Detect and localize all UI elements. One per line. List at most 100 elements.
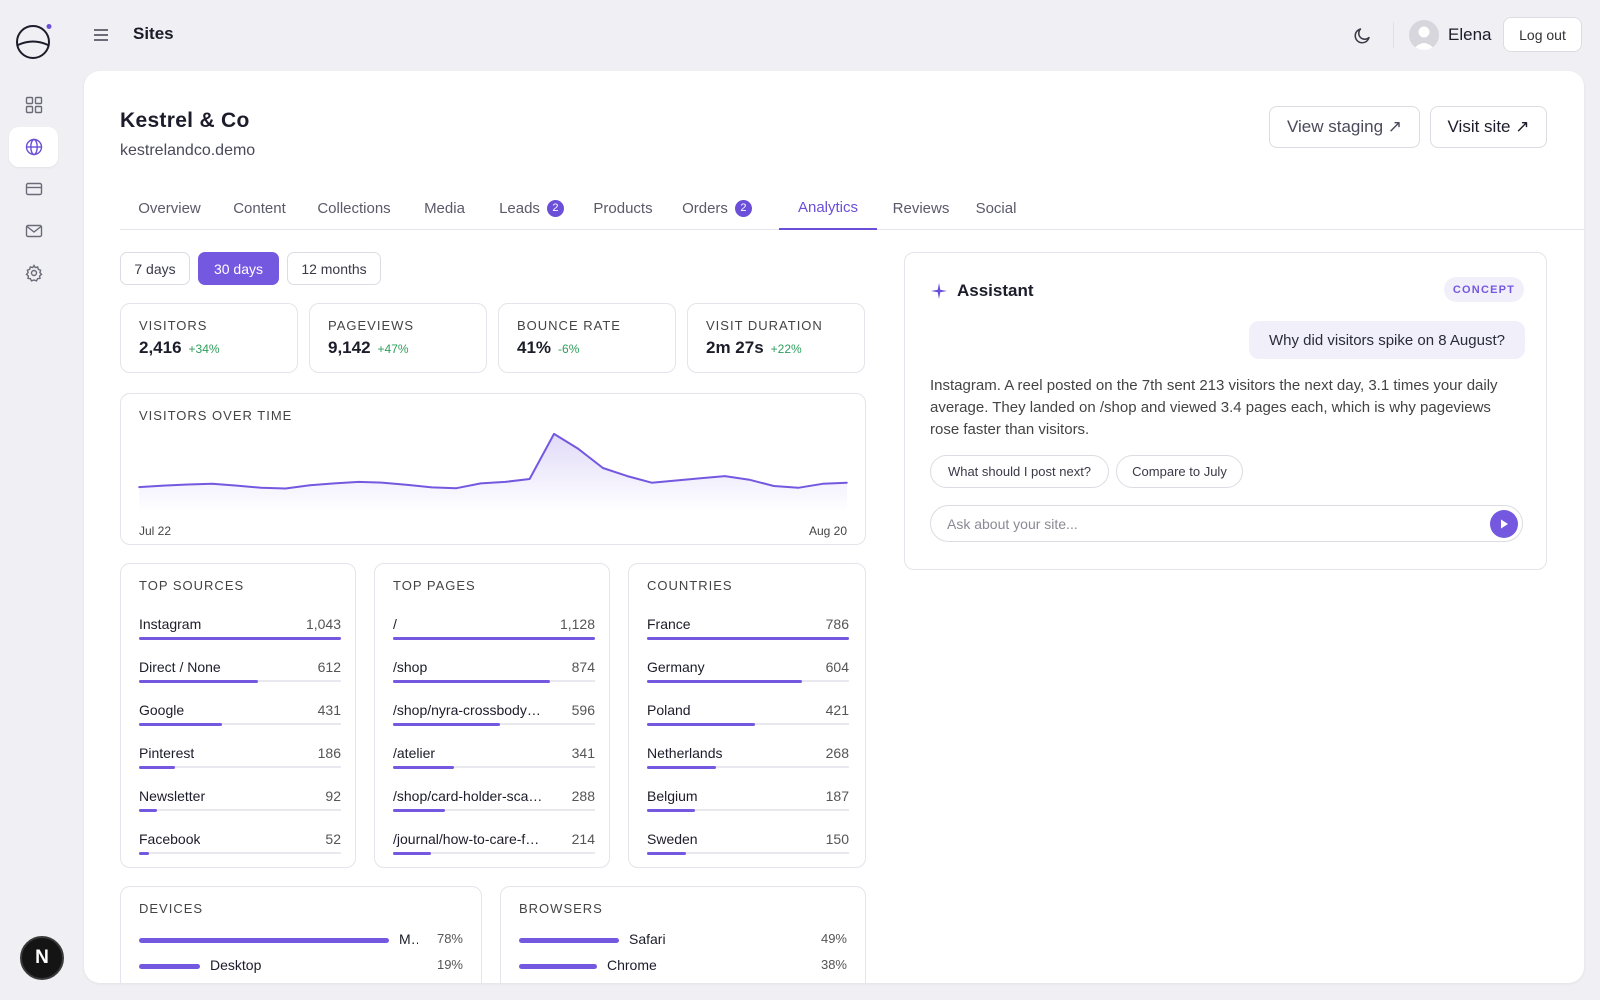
device-row[interactable]: Mo… 78%: [139, 931, 463, 951]
list-item[interactable]: Sweden 150: [647, 831, 849, 865]
list-item[interactable]: Newsletter 92: [139, 788, 341, 822]
tab-content[interactable]: Content: [219, 186, 300, 230]
suggestion-chip[interactable]: What should I post next?: [930, 455, 1109, 488]
range-12-months-button[interactable]: 12 months: [287, 252, 381, 285]
tab-leads[interactable]: Leads 2: [481, 186, 582, 230]
site-name: Kestrel & Co: [120, 109, 250, 132]
browser-row[interactable]: Safari 49%: [519, 931, 847, 951]
tab-products[interactable]: Products: [582, 186, 664, 230]
send-button[interactable]: [1490, 510, 1518, 538]
tab-label: Collections: [317, 199, 391, 217]
user-avatar[interactable]: [1409, 20, 1439, 50]
stat-label: PAGEVIEWS: [328, 318, 415, 333]
user-name[interactable]: Elena: [1448, 25, 1492, 44]
item-name: Belgium: [647, 788, 698, 804]
tab-overview[interactable]: Overview: [120, 186, 219, 230]
chart-point: [528, 478, 531, 480]
globe-icon: [25, 138, 42, 156]
chart-point: [333, 482, 336, 485]
tab-social[interactable]: Social: [965, 186, 1027, 230]
tab-reviews[interactable]: Reviews: [877, 186, 965, 230]
item-bar: [393, 851, 432, 855]
list-item[interactable]: Poland 421: [647, 702, 849, 736]
list-item[interactable]: Germany 604: [647, 659, 849, 693]
suggestion-chip[interactable]: Compare to July: [1116, 455, 1243, 488]
dark-mode-icon[interactable]: [1352, 24, 1374, 46]
tab-label: Social: [975, 199, 1017, 217]
visit-site-button[interactable]: Visit site ↗: [1430, 106, 1547, 148]
nav-dashboard-button[interactable]: [9, 85, 58, 125]
tab-label: Media: [424, 199, 465, 217]
item-name: /: [393, 616, 397, 632]
chart-point: [699, 477, 702, 480]
stat-number: 41%: [517, 338, 552, 357]
chart-point: [772, 485, 775, 487]
list-item[interactable]: /shop/card-holder-sca… 288: [393, 788, 595, 822]
chart-point: [577, 448, 580, 450]
nav-mail-button[interactable]: [9, 211, 58, 251]
item-bar: [139, 636, 341, 640]
device-name: Desktop: [210, 957, 262, 973]
nav-settings-button[interactable]: [9, 253, 58, 293]
item-bar: [139, 765, 175, 769]
item-bar: [139, 808, 157, 812]
item-bar-track: [393, 851, 595, 855]
item-value: 92: [325, 788, 341, 804]
tab-collections[interactable]: Collections: [300, 186, 408, 230]
stat-card-visitors: VISITORS 2,416 +34%: [120, 303, 298, 373]
ask-input[interactable]: [947, 514, 1467, 534]
tab-orders[interactable]: Orders 2: [664, 186, 770, 230]
device-row[interactable]: Desktop 19%: [139, 957, 463, 977]
grid-icon: [25, 96, 42, 114]
list-item[interactable]: Google 431: [139, 702, 341, 736]
item-name: France: [647, 616, 691, 632]
count-badge: 2: [734, 199, 752, 217]
list-item[interactable]: /shop 874: [393, 659, 595, 693]
list-item[interactable]: /atelier 341: [393, 745, 595, 779]
item-name: Pinterest: [139, 745, 195, 761]
list-item[interactable]: /shop/nyra-crossbody… 596: [393, 702, 595, 736]
range-7-days-button[interactable]: 7 days: [120, 252, 190, 285]
user-question-bubble: Why did visitors spike on 8 August?: [1249, 321, 1525, 359]
chart-point: [162, 484, 165, 487]
chart-point: [235, 484, 238, 487]
tab-media[interactable]: Media: [408, 186, 481, 230]
stat-label: VISIT DURATION: [706, 318, 823, 333]
list-item[interactable]: Facebook 52: [139, 831, 341, 865]
countries-panel: COUNTRIES France 786 Germany 604 Poland 421…: [628, 563, 866, 868]
item-name: /shop/card-holder-sca…: [393, 788, 543, 804]
chart-point: [211, 482, 214, 485]
list-item[interactable]: Netherlands 268: [647, 745, 849, 779]
list-item[interactable]: / 1,128: [393, 616, 595, 650]
nav-billing-button[interactable]: [9, 169, 58, 209]
browser-row[interactable]: Chrome 38%: [519, 957, 847, 977]
item-value: 1,043: [305, 616, 341, 632]
logo-icon[interactable]: [14, 22, 54, 62]
logout-button[interactable]: Log out: [1503, 17, 1582, 52]
tab-analytics[interactable]: Analytics: [779, 186, 877, 230]
account-avatar[interactable]: N: [20, 936, 64, 980]
sparkle-icon: [931, 283, 947, 299]
list-item[interactable]: France 786: [647, 616, 849, 650]
list-item[interactable]: /journal/how-to-care-f… 214: [393, 831, 595, 865]
nav-sites-button[interactable]: [9, 127, 58, 167]
item-bar: [647, 679, 803, 683]
browser-pct: 49%: [820, 931, 847, 946]
panel-title: DEVICES: [139, 901, 204, 916]
list-item[interactable]: Instagram 1,043: [139, 616, 341, 650]
list-item[interactable]: Direct / None 612: [139, 659, 341, 693]
range-30-days-button[interactable]: 30 days: [198, 252, 279, 285]
browser-name: Safari: [629, 931, 666, 947]
menu-icon[interactable]: [92, 25, 110, 45]
visitors-chart: [138, 432, 848, 512]
avatar-initial: N: [35, 947, 49, 968]
view-staging-button[interactable]: View staging ↗: [1269, 106, 1420, 148]
item-bar-track: [139, 679, 341, 683]
chart-point: [406, 484, 409, 486]
chart-point: [138, 486, 140, 488]
list-item[interactable]: Belgium 187: [647, 788, 849, 822]
browser-name: Chrome: [607, 957, 657, 973]
concept-badge: CONCEPT: [1444, 277, 1524, 302]
browser-pct: 38%: [820, 957, 847, 972]
list-item[interactable]: Pinterest 186: [139, 745, 341, 779]
